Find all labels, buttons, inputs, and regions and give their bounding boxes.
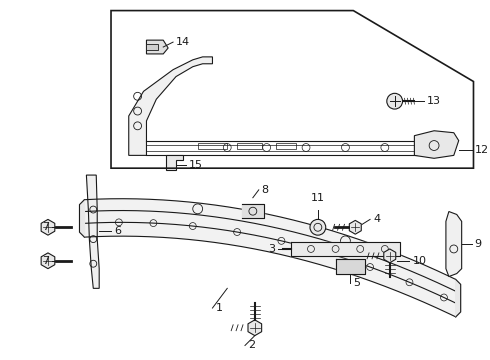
Text: 15: 15 bbox=[189, 160, 203, 170]
Circle shape bbox=[310, 219, 326, 235]
Text: 5: 5 bbox=[353, 278, 360, 288]
Text: 9: 9 bbox=[474, 239, 482, 249]
Polygon shape bbox=[291, 242, 400, 256]
Text: 13: 13 bbox=[427, 96, 441, 106]
Polygon shape bbox=[242, 204, 264, 218]
Bar bbox=[147, 44, 158, 50]
Polygon shape bbox=[248, 320, 262, 336]
Polygon shape bbox=[384, 249, 396, 263]
Polygon shape bbox=[415, 131, 459, 158]
Polygon shape bbox=[147, 40, 168, 54]
Text: 2: 2 bbox=[248, 341, 255, 351]
Text: 11: 11 bbox=[311, 193, 325, 203]
Text: 3: 3 bbox=[269, 244, 275, 254]
Polygon shape bbox=[84, 199, 456, 317]
Polygon shape bbox=[129, 57, 213, 156]
Polygon shape bbox=[41, 219, 55, 235]
Bar bbox=[276, 143, 296, 149]
Text: 10: 10 bbox=[413, 256, 426, 266]
Text: 4: 4 bbox=[373, 215, 380, 224]
Bar bbox=[197, 143, 227, 149]
Text: 8: 8 bbox=[262, 185, 269, 195]
Polygon shape bbox=[86, 175, 99, 288]
Polygon shape bbox=[79, 200, 84, 237]
Polygon shape bbox=[349, 220, 361, 234]
Polygon shape bbox=[41, 253, 55, 269]
Text: 12: 12 bbox=[474, 145, 489, 156]
Circle shape bbox=[387, 93, 403, 109]
Polygon shape bbox=[166, 156, 183, 170]
Text: 6: 6 bbox=[114, 226, 121, 236]
Text: 1: 1 bbox=[216, 303, 222, 313]
Polygon shape bbox=[446, 212, 462, 276]
Text: 7: 7 bbox=[42, 256, 49, 266]
Polygon shape bbox=[336, 259, 365, 274]
Bar bbox=[237, 143, 262, 149]
Polygon shape bbox=[456, 279, 461, 317]
Text: 7: 7 bbox=[42, 222, 49, 232]
Text: 14: 14 bbox=[176, 37, 190, 47]
